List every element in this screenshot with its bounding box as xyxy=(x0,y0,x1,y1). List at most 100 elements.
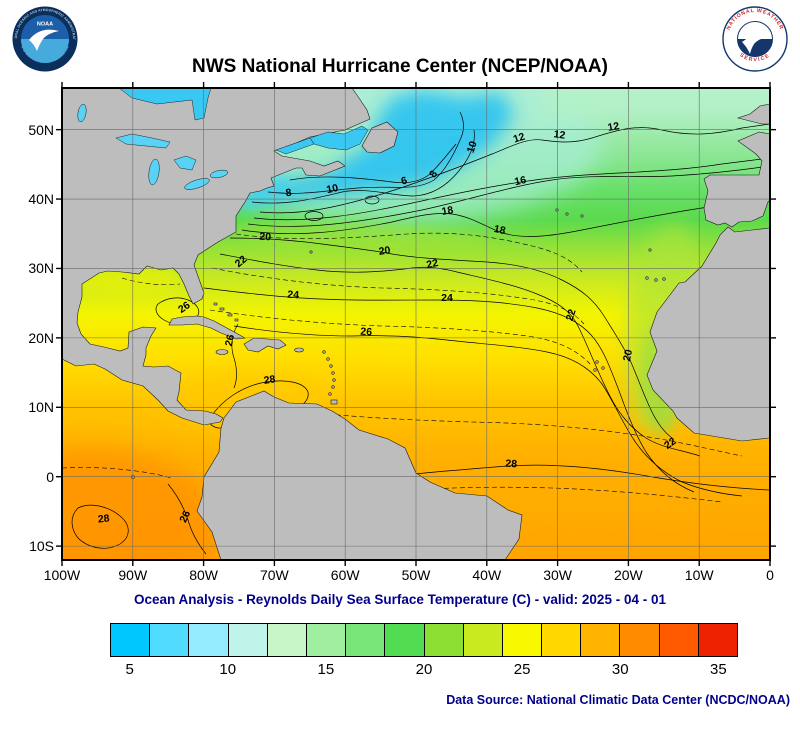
lon-tick-label: 10W xyxy=(684,567,714,583)
colorbar-segment xyxy=(384,623,425,657)
data-source-note: Data Source: National Climatic Data Cent… xyxy=(446,693,790,707)
colorbar-tick-label: 5 xyxy=(125,661,134,678)
cape-verde xyxy=(595,360,599,364)
gulf-of-st-lawrence xyxy=(309,125,369,151)
nws-bird-icon xyxy=(742,35,768,54)
hispaniola xyxy=(243,337,287,353)
contour-label: 28 xyxy=(263,373,276,387)
africa xyxy=(646,226,770,442)
land-masses xyxy=(62,88,770,560)
cape-verde xyxy=(593,368,597,372)
map-frame xyxy=(61,87,771,561)
england xyxy=(736,103,770,125)
latlon-gridlines xyxy=(62,88,770,560)
colorbar-segment xyxy=(227,623,268,657)
noaa-bird-icon xyxy=(29,29,59,51)
lesser-antilles xyxy=(331,371,335,375)
lon-tick-label: 70W xyxy=(259,567,289,583)
lon-tick-label: 40W xyxy=(472,567,502,583)
colorbar-segment xyxy=(149,623,190,657)
lake-michigan xyxy=(148,158,160,186)
contour-label: 20 xyxy=(621,348,635,362)
lake-superior xyxy=(115,133,171,149)
colorbar-tick-label: 30 xyxy=(611,661,629,678)
canary-islands xyxy=(654,278,658,282)
contour-label: 20 xyxy=(259,231,272,244)
azores xyxy=(565,212,569,216)
canary-islands xyxy=(662,277,666,281)
colorbar-tick-label: 15 xyxy=(317,661,335,678)
sst-plot: 6 8 8 10 10 12 12 12 16 18 18 20 20 20 22 22 22 22 24 24 26 2… xyxy=(0,82,800,586)
contour-label: 10 xyxy=(465,140,480,155)
page-title: NWS National Hurricane Center (NCEP/NOAA… xyxy=(192,56,608,77)
contour-label: 20 xyxy=(378,244,391,258)
contour-label: 8 xyxy=(285,187,293,200)
lon-tick-label: 80W xyxy=(189,567,218,583)
contour-label: 24 xyxy=(441,292,453,304)
colorbar-segment xyxy=(697,623,738,657)
contour-label: 28 xyxy=(505,458,518,471)
lon-tick-label: 20W xyxy=(613,567,643,583)
madeira xyxy=(648,248,652,252)
contour-label: 18 xyxy=(493,223,507,237)
azores xyxy=(580,214,584,218)
lat-tick-label: 30N xyxy=(28,260,54,277)
lesser-antilles xyxy=(326,357,330,361)
sst-contours xyxy=(62,111,770,555)
trinidad xyxy=(330,399,338,405)
lesser-antilles xyxy=(331,385,335,389)
bermuda xyxy=(309,250,313,254)
contour-label: 26 xyxy=(223,333,237,347)
colorbar-segment xyxy=(305,623,347,657)
lesser-antilles xyxy=(329,364,333,368)
lat-tick-label: 10N xyxy=(28,399,54,416)
colorbar-segment xyxy=(423,623,464,657)
colorbar-segment xyxy=(188,623,229,657)
hudson-james-bay xyxy=(118,88,212,121)
jamaica xyxy=(215,349,229,355)
bahamas xyxy=(227,313,233,317)
contour-label: 8 xyxy=(427,168,440,180)
lake-huron xyxy=(173,155,197,171)
canary-islands xyxy=(645,276,649,280)
bahamas xyxy=(213,302,218,306)
lon-tick-label: 60W xyxy=(330,567,360,583)
contour-label: 18 xyxy=(441,204,455,218)
lat-tick-label: 50N xyxy=(28,121,54,138)
cape-verde xyxy=(601,366,605,370)
south-america xyxy=(196,390,523,560)
lat-tick-label: 20N xyxy=(28,329,54,346)
map-caption: Ocean Analysis - Reynolds Daily Sea Surf… xyxy=(134,592,666,607)
colorbar-segment xyxy=(462,623,503,657)
colorbar-segment xyxy=(110,623,151,657)
st-lawrence-river xyxy=(275,137,315,155)
north-america xyxy=(62,88,371,426)
contour-label: 22 xyxy=(564,308,579,323)
colorbar-scale: 5 10 15 20 25 30 35 xyxy=(110,661,738,683)
colorbar-segment xyxy=(501,623,543,657)
contour-label: 22 xyxy=(425,257,439,271)
noaa-logo: NATIONAL OCEANIC AND ATMOSPHERIC ADMINIS… xyxy=(12,6,78,72)
svg-text:SERVICE: SERVICE xyxy=(738,52,771,63)
contour-label: 28 xyxy=(97,512,110,525)
noaa-wordmark: NOAA xyxy=(37,22,53,28)
colorbar-segment xyxy=(541,623,582,657)
sst-colorbar xyxy=(110,623,738,657)
contour-label: 16 xyxy=(513,174,527,188)
colorbar-tick-label: 25 xyxy=(513,661,531,678)
colorbar-segment xyxy=(619,623,660,657)
nws-ring-text-bottom: SERVICE xyxy=(738,52,770,63)
colorbar-segment xyxy=(658,623,699,657)
contour-label: 12 xyxy=(553,128,566,142)
lon-tick-label: 0 xyxy=(766,567,774,583)
lon-tick-label: 100W xyxy=(43,567,81,583)
lesser-antilles xyxy=(328,392,332,396)
contour-label: 24 xyxy=(287,289,300,302)
contour-label: 12 xyxy=(607,120,621,134)
nws-logo: NATIONAL WEATHER SERVICE xyxy=(722,6,788,72)
colorbar-tick-label: 35 xyxy=(710,661,727,678)
colorbar-tick-label: 20 xyxy=(415,661,433,678)
lat-tick-label: 0 xyxy=(46,468,54,485)
lake-ontario xyxy=(209,169,229,179)
